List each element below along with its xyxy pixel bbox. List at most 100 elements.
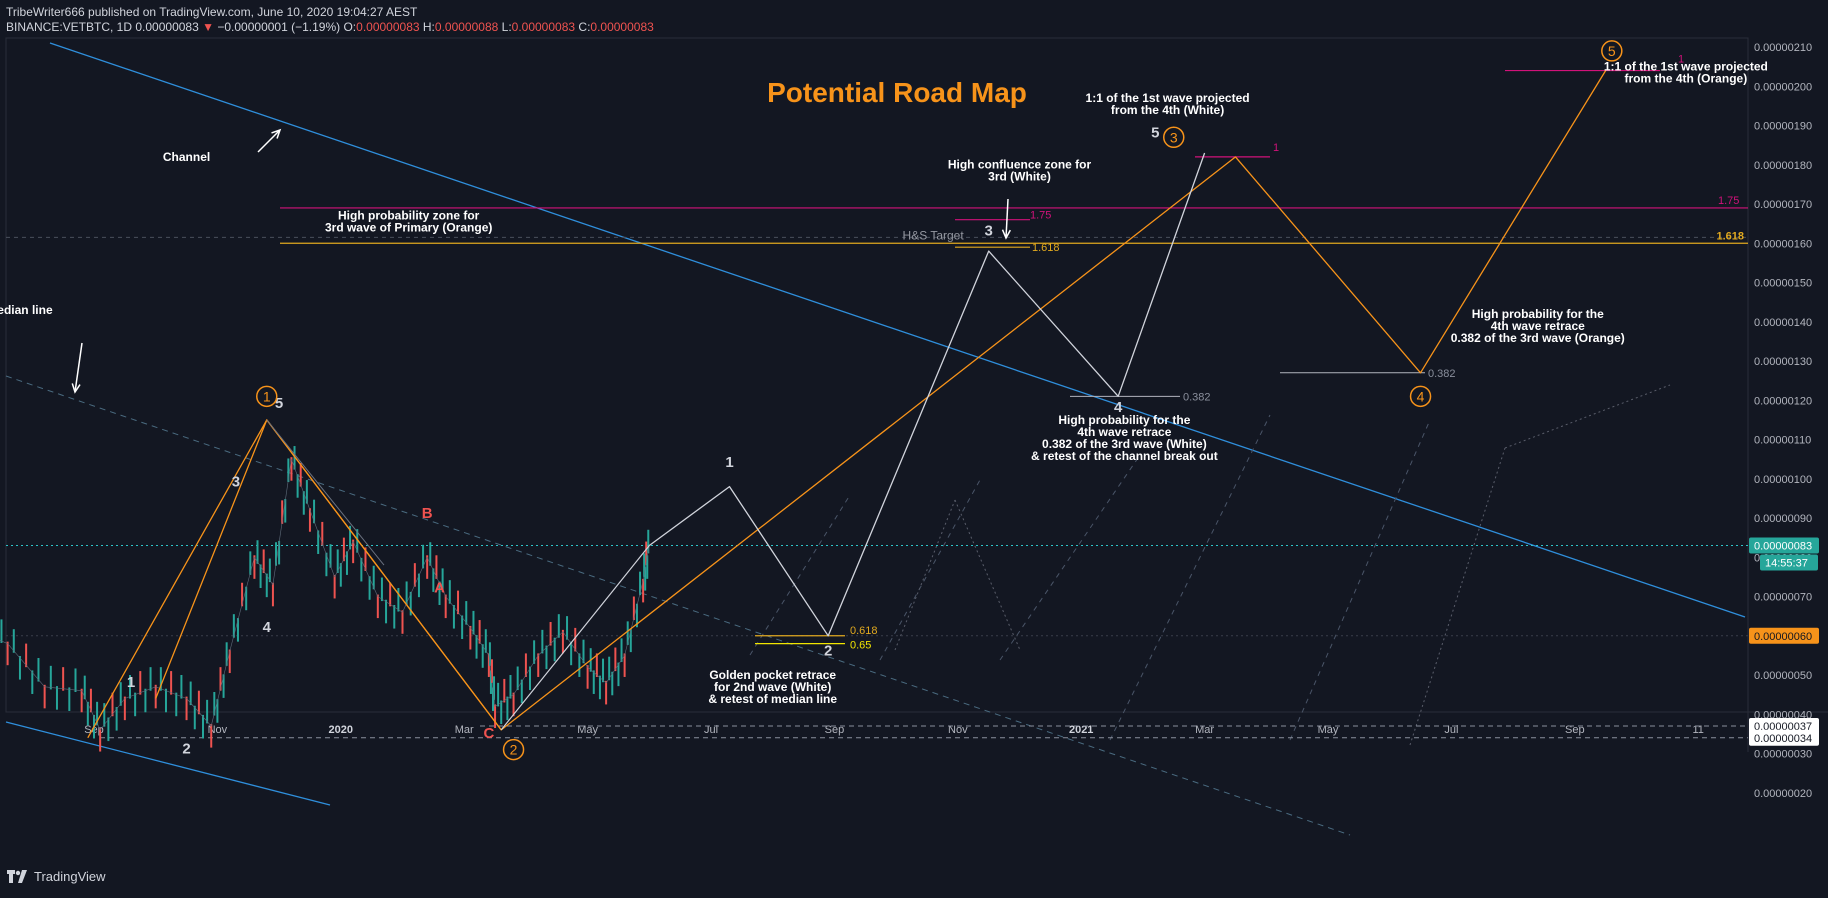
price-tick-label: 0.00000100 — [1754, 474, 1812, 486]
annotation-text: 1:1 of the 1st wave projected — [1086, 91, 1250, 105]
projection-dashed-line — [999, 454, 1141, 661]
wave-label: 3 — [984, 222, 992, 239]
price-badge-label: 0.00000060 — [1754, 631, 1812, 643]
annotation-text: from the 4th (Orange) — [1625, 72, 1748, 86]
chart-title: Potential Road Map — [767, 77, 1027, 108]
channel-upper-line — [49, 42, 1746, 618]
median-line-arrow-icon-head — [71, 383, 81, 394]
wave-label: 1 — [127, 674, 135, 691]
channel-arrow-icon-head — [271, 128, 282, 139]
confluence-arrow-icon-head — [1001, 229, 1011, 240]
time-tick-label: Nov — [948, 724, 968, 736]
projection-dashed-line — [879, 479, 981, 661]
wave-label: 4 — [1114, 399, 1123, 416]
annotation-text: 3rd wave of Primary (Orange) — [325, 221, 492, 235]
orange-wave-projection — [87, 70, 1607, 739]
annotation-text: Golden pocket retrace — [709, 668, 836, 682]
projection-dashed-line — [749, 494, 851, 656]
close-label: C: — [578, 20, 591, 34]
open-value: 0.00000083 — [356, 20, 420, 34]
symbol-label: BINANCE:VETBTC, 1D — [6, 20, 133, 34]
plot-area — [5, 37, 1749, 713]
annotation-text: High confluence zone for — [948, 158, 1092, 172]
projection-dotted-line — [894, 499, 956, 651]
annotation-text: High probability for the — [1058, 413, 1190, 427]
countdown-badge — [1760, 554, 1818, 571]
median-line-arrow-icon — [74, 342, 83, 393]
price-tick-label: 0.00000210 — [1754, 42, 1812, 54]
fib-level-label: 1.75 — [1718, 195, 1739, 207]
annotation-text: 3rd (White) — [988, 170, 1051, 184]
wave-label: 4 — [263, 619, 272, 636]
annotation-text: 0.382 of the 3rd wave (Orange) — [1451, 331, 1625, 345]
high-value: 0.00000088 — [434, 20, 499, 34]
circled-wave-label: 3 — [1170, 129, 1178, 145]
down-arrow-icon: ▼ — [202, 20, 215, 34]
price-tick-label: 0.00000200 — [1754, 81, 1812, 93]
channel-arrow-icon — [257, 129, 281, 153]
tradingview-brand-label: TradingView — [34, 868, 106, 884]
price-badge-label: 0.00000083 — [1754, 540, 1812, 552]
circled-wave-label: 1 — [263, 388, 271, 404]
price-path — [0, 458, 650, 731]
circled-wave-label: 2 — [510, 742, 518, 758]
price-tick-label: 0.00000130 — [1754, 356, 1812, 368]
channel-lower-line — [5, 721, 331, 806]
fib-level-label: 0.65 — [850, 640, 871, 652]
circled-wave-badge — [1163, 126, 1185, 149]
wave-label: 1 — [725, 454, 733, 471]
price-tick-label: 0.00000150 — [1754, 278, 1812, 290]
price-tick-label: 0.00000020 — [1754, 788, 1812, 800]
change-value: −0.00000001 (−1.19%) — [217, 20, 341, 34]
price-tick-label: 0.00000110 — [1754, 435, 1811, 447]
countdown-label: 14:55:37 — [1765, 557, 1808, 569]
median-line — [5, 375, 1351, 836]
time-tick-label: Jul — [1444, 724, 1458, 736]
circled-wave-label: 4 — [1417, 388, 1425, 404]
circled-wave-badge — [256, 385, 278, 408]
price-tick-label: 0.00000140 — [1754, 317, 1812, 329]
time-tick-label: May — [577, 724, 598, 736]
price-badge — [1749, 627, 1819, 644]
circled-wave-badge — [1409, 385, 1432, 408]
open-label: O: — [343, 20, 357, 34]
wave-label: 5 — [275, 395, 283, 412]
last-price-value: 0.00000083 — [135, 20, 199, 34]
price-badge — [1749, 729, 1819, 746]
price-tick-label: 0.00000090 — [1754, 513, 1812, 525]
fib-level-label: 1 — [1273, 142, 1279, 154]
fib-level-label: 0.382 — [1183, 391, 1211, 403]
annotation-text: Median line — [0, 303, 53, 317]
time-tick-label: Sep — [1565, 724, 1585, 736]
price-tick-label: 0.00000160 — [1754, 238, 1812, 250]
ohlc-row: BINANCE:VETBTC, 1D 0.00000083 ▼ −0.00000… — [6, 20, 654, 35]
wave-label: C — [483, 725, 494, 742]
wave-label: 3 — [232, 474, 240, 491]
time-tick-label: 11 — [1692, 724, 1703, 736]
footer-brand[interactable]: TradingView — [6, 868, 106, 884]
white-wave-start — [500, 545, 650, 731]
close-value: 0.00000083 — [590, 20, 654, 34]
projection-dotted-line — [1409, 447, 1506, 746]
fib-level-label: 0.618 — [850, 625, 878, 637]
annotation-text: 0.382 of the 3rd wave (White) — [1042, 437, 1207, 451]
price-tick-label: 0.00000120 — [1754, 395, 1812, 407]
tradingview-logo-icon — [7, 870, 27, 883]
price-tick-label: 0.00000070 — [1754, 592, 1812, 604]
annotation-text: 4th wave retrace — [1491, 319, 1585, 333]
annotation-text: & retest of the channel break out — [1031, 449, 1218, 463]
confluence-arrow-icon — [1005, 198, 1009, 239]
price-tick-label: 0.00000190 — [1754, 121, 1812, 133]
time-tick-label: Mar — [455, 724, 474, 736]
abc-dotted-wave — [266, 419, 385, 566]
time-tick-label: May — [1318, 724, 1339, 736]
chart-header: TribeWriter666 published on TradingView.… — [6, 5, 654, 35]
high-label: H: — [422, 20, 435, 34]
wave-label: B — [422, 505, 433, 522]
low-value: 0.00000083 — [511, 20, 576, 34]
projection-dotted-line — [954, 499, 1021, 651]
annotation-text: from the 4th (White) — [1111, 103, 1224, 117]
wave-label: 2 — [182, 741, 190, 758]
price-tick-label: 0.00000030 — [1754, 749, 1812, 761]
